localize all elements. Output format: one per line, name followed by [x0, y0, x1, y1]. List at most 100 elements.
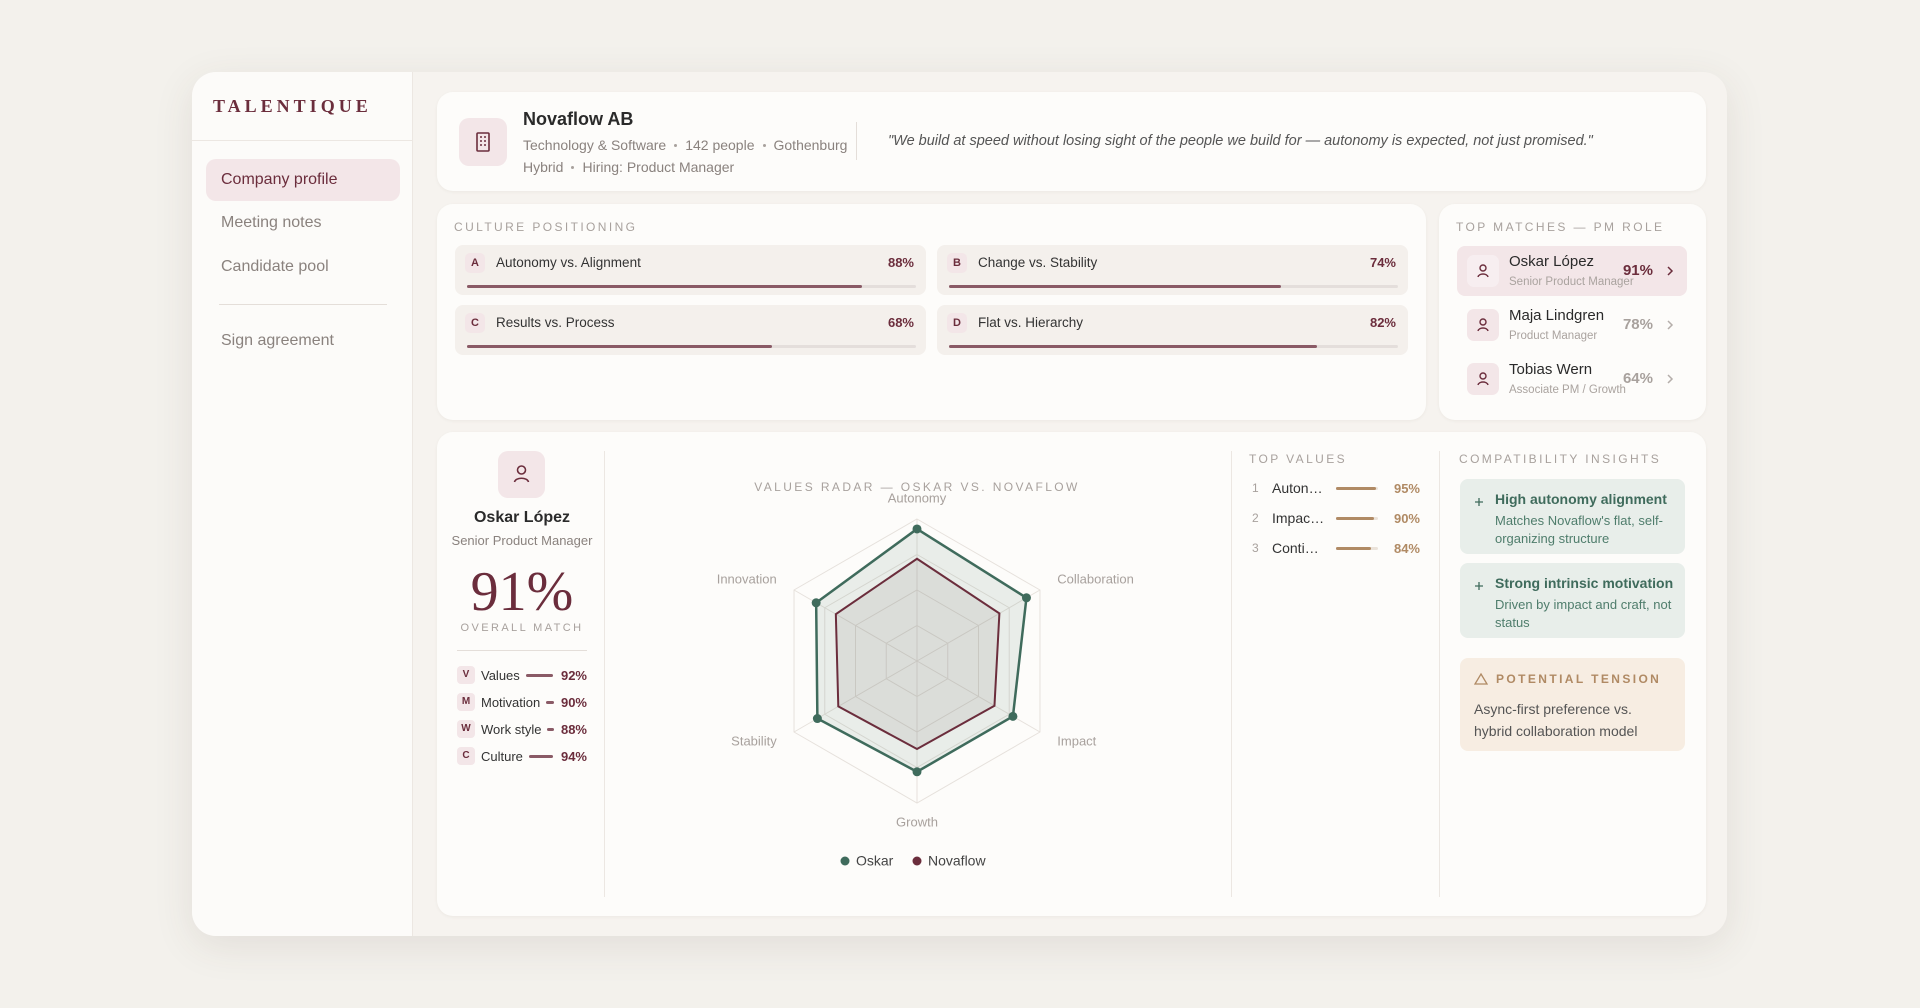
bar-track: [949, 285, 1398, 288]
series-point: [1008, 711, 1018, 721]
culture-item: C Results vs. Process 68%: [455, 305, 926, 355]
score-row: W Work style 88%: [457, 719, 587, 739]
axis-label: Innovation: [717, 571, 777, 586]
icon-body: [1477, 381, 1489, 386]
company-header: [437, 92, 1706, 191]
nav-item-active[interactable]: Company profile: [206, 159, 400, 201]
score-value: 88%: [560, 721, 587, 737]
series-point: [1021, 593, 1031, 603]
value-rank: 2: [1252, 511, 1259, 525]
divider: [192, 140, 412, 141]
score-row: M Motivation 90%: [457, 692, 587, 712]
divider: [457, 650, 587, 651]
insight-box: High autonomy alignment Matches Novaflow'…: [1460, 479, 1685, 554]
divider: [1231, 451, 1232, 897]
bar-track: [949, 345, 1398, 348]
score-label: Work style: [481, 721, 542, 737]
bar-track: [467, 345, 916, 348]
culture-item: B Change vs. Stability 74%: [937, 245, 1408, 295]
match-role: Product Manager: [1509, 330, 1598, 342]
score-letter: C: [457, 747, 475, 765]
section-title: CULTURE POSITIONING: [454, 220, 638, 234]
item-value: 74%: [1369, 255, 1396, 270]
chevron: [1667, 266, 1674, 276]
match-row-active[interactable]: Oskar López Senior Product Manager 91%: [1457, 246, 1687, 296]
score-letter: M: [457, 693, 475, 711]
company-meta: Technology & Software 142 people Gothenbur…: [523, 137, 847, 153]
value-label: Continuous learning: [1272, 540, 1326, 556]
overall-match: 91%: [470, 561, 574, 623]
separator-dot: [762, 143, 766, 147]
plus-path: [1475, 498, 1483, 506]
insight-text: Driven by impact and craft, not status: [1495, 597, 1672, 630]
value-pct: 90%: [1393, 510, 1420, 526]
warning-icon: [1474, 672, 1488, 685]
value-bar: [1336, 546, 1372, 550]
match-avatar: [1467, 255, 1499, 287]
culture-item: A Autonomy vs. Alignment 88%: [455, 245, 926, 295]
match-row[interactable]: Tobias Wern Associate PM / Growth 64%: [1457, 354, 1687, 404]
insight-title: High autonomy alignment: [1495, 491, 1667, 507]
icon-body: [1477, 327, 1489, 332]
spoke: [916, 660, 1041, 733]
match-role: Associate PM / Growth: [1509, 384, 1626, 396]
match-row[interactable]: Maja Lindgren Product Manager 78%: [1457, 300, 1687, 350]
meta-item: Hiring: Product Manager: [582, 159, 735, 175]
insight-title: Strong intrinsic motivation: [1495, 575, 1674, 591]
item-label: Autonomy vs. Alignment: [496, 255, 641, 270]
section-title: TOP MATCHES — PM ROLE: [1456, 220, 1665, 234]
value-track: [1336, 486, 1378, 490]
meta-item: Gothenburg: [773, 137, 848, 153]
match-avatar: [1467, 363, 1499, 395]
series-point: [811, 598, 821, 608]
person-icon: [1477, 318, 1489, 332]
tension-box: POTENTIAL TENSION Async-first preference…: [1460, 658, 1685, 751]
score-value: 92%: [560, 667, 587, 683]
series-point: [912, 524, 922, 534]
axis-label: Collaboration: [1057, 571, 1134, 586]
value-row: 3 Continuous learning 84%: [1252, 538, 1420, 558]
item-letter: B: [947, 253, 967, 273]
divider: [604, 451, 605, 897]
nav-item[interactable]: Sign agreement: [221, 332, 334, 349]
company-icon: [459, 118, 507, 166]
score-bar: [528, 754, 554, 758]
match-avatar: [1467, 309, 1499, 341]
value-bar: [1336, 516, 1374, 520]
section-title: TOP VALUES: [1249, 452, 1348, 466]
bar-track: [467, 285, 916, 288]
icon-head: [1479, 264, 1487, 272]
item-label: Change vs. Stability: [978, 255, 1098, 270]
divider: [1439, 451, 1440, 897]
legend-swatch: [912, 856, 922, 866]
meta-item: Hybrid: [523, 159, 564, 175]
score-label: Motivation: [481, 694, 541, 710]
chevron-path: [1667, 374, 1674, 384]
plus-icon: [1475, 582, 1483, 590]
score-track: [547, 727, 555, 731]
chevron: [1667, 374, 1674, 384]
series-area: [834, 557, 1001, 751]
nav-item[interactable]: Meeting notes: [221, 214, 322, 231]
nav-item[interactable]: Candidate pool: [221, 258, 329, 275]
value-row: 2 Impact-driven work 90%: [1252, 508, 1420, 528]
bar-fill: [949, 345, 1318, 348]
match-caption: OVERALL MATCH: [460, 622, 584, 634]
item-value: 68%: [887, 315, 914, 330]
match-role: Senior Product Manager: [1509, 276, 1634, 288]
candidate-name: Oskar López: [473, 509, 571, 526]
divider: [219, 304, 387, 305]
person-icon: [1477, 264, 1489, 278]
separator-dot: [674, 143, 678, 147]
legend-label: Oskar: [856, 853, 894, 869]
icon-head: [1479, 318, 1487, 326]
value-rank: 3: [1252, 541, 1259, 555]
chart-title: VALUES RADAR — OSKAR VS. NOVAFLOW: [754, 480, 1079, 494]
chevron-path: [1667, 320, 1674, 330]
culture-item: D Flat vs. Hierarchy 82%: [937, 305, 1408, 355]
candidate-avatar: [498, 451, 545, 498]
score-bar: [547, 727, 555, 731]
company-quote: "We build at speed without losing sight …: [888, 133, 1593, 149]
brand: TALENTIQUE: [213, 96, 372, 116]
score-value: 94%: [560, 748, 587, 764]
